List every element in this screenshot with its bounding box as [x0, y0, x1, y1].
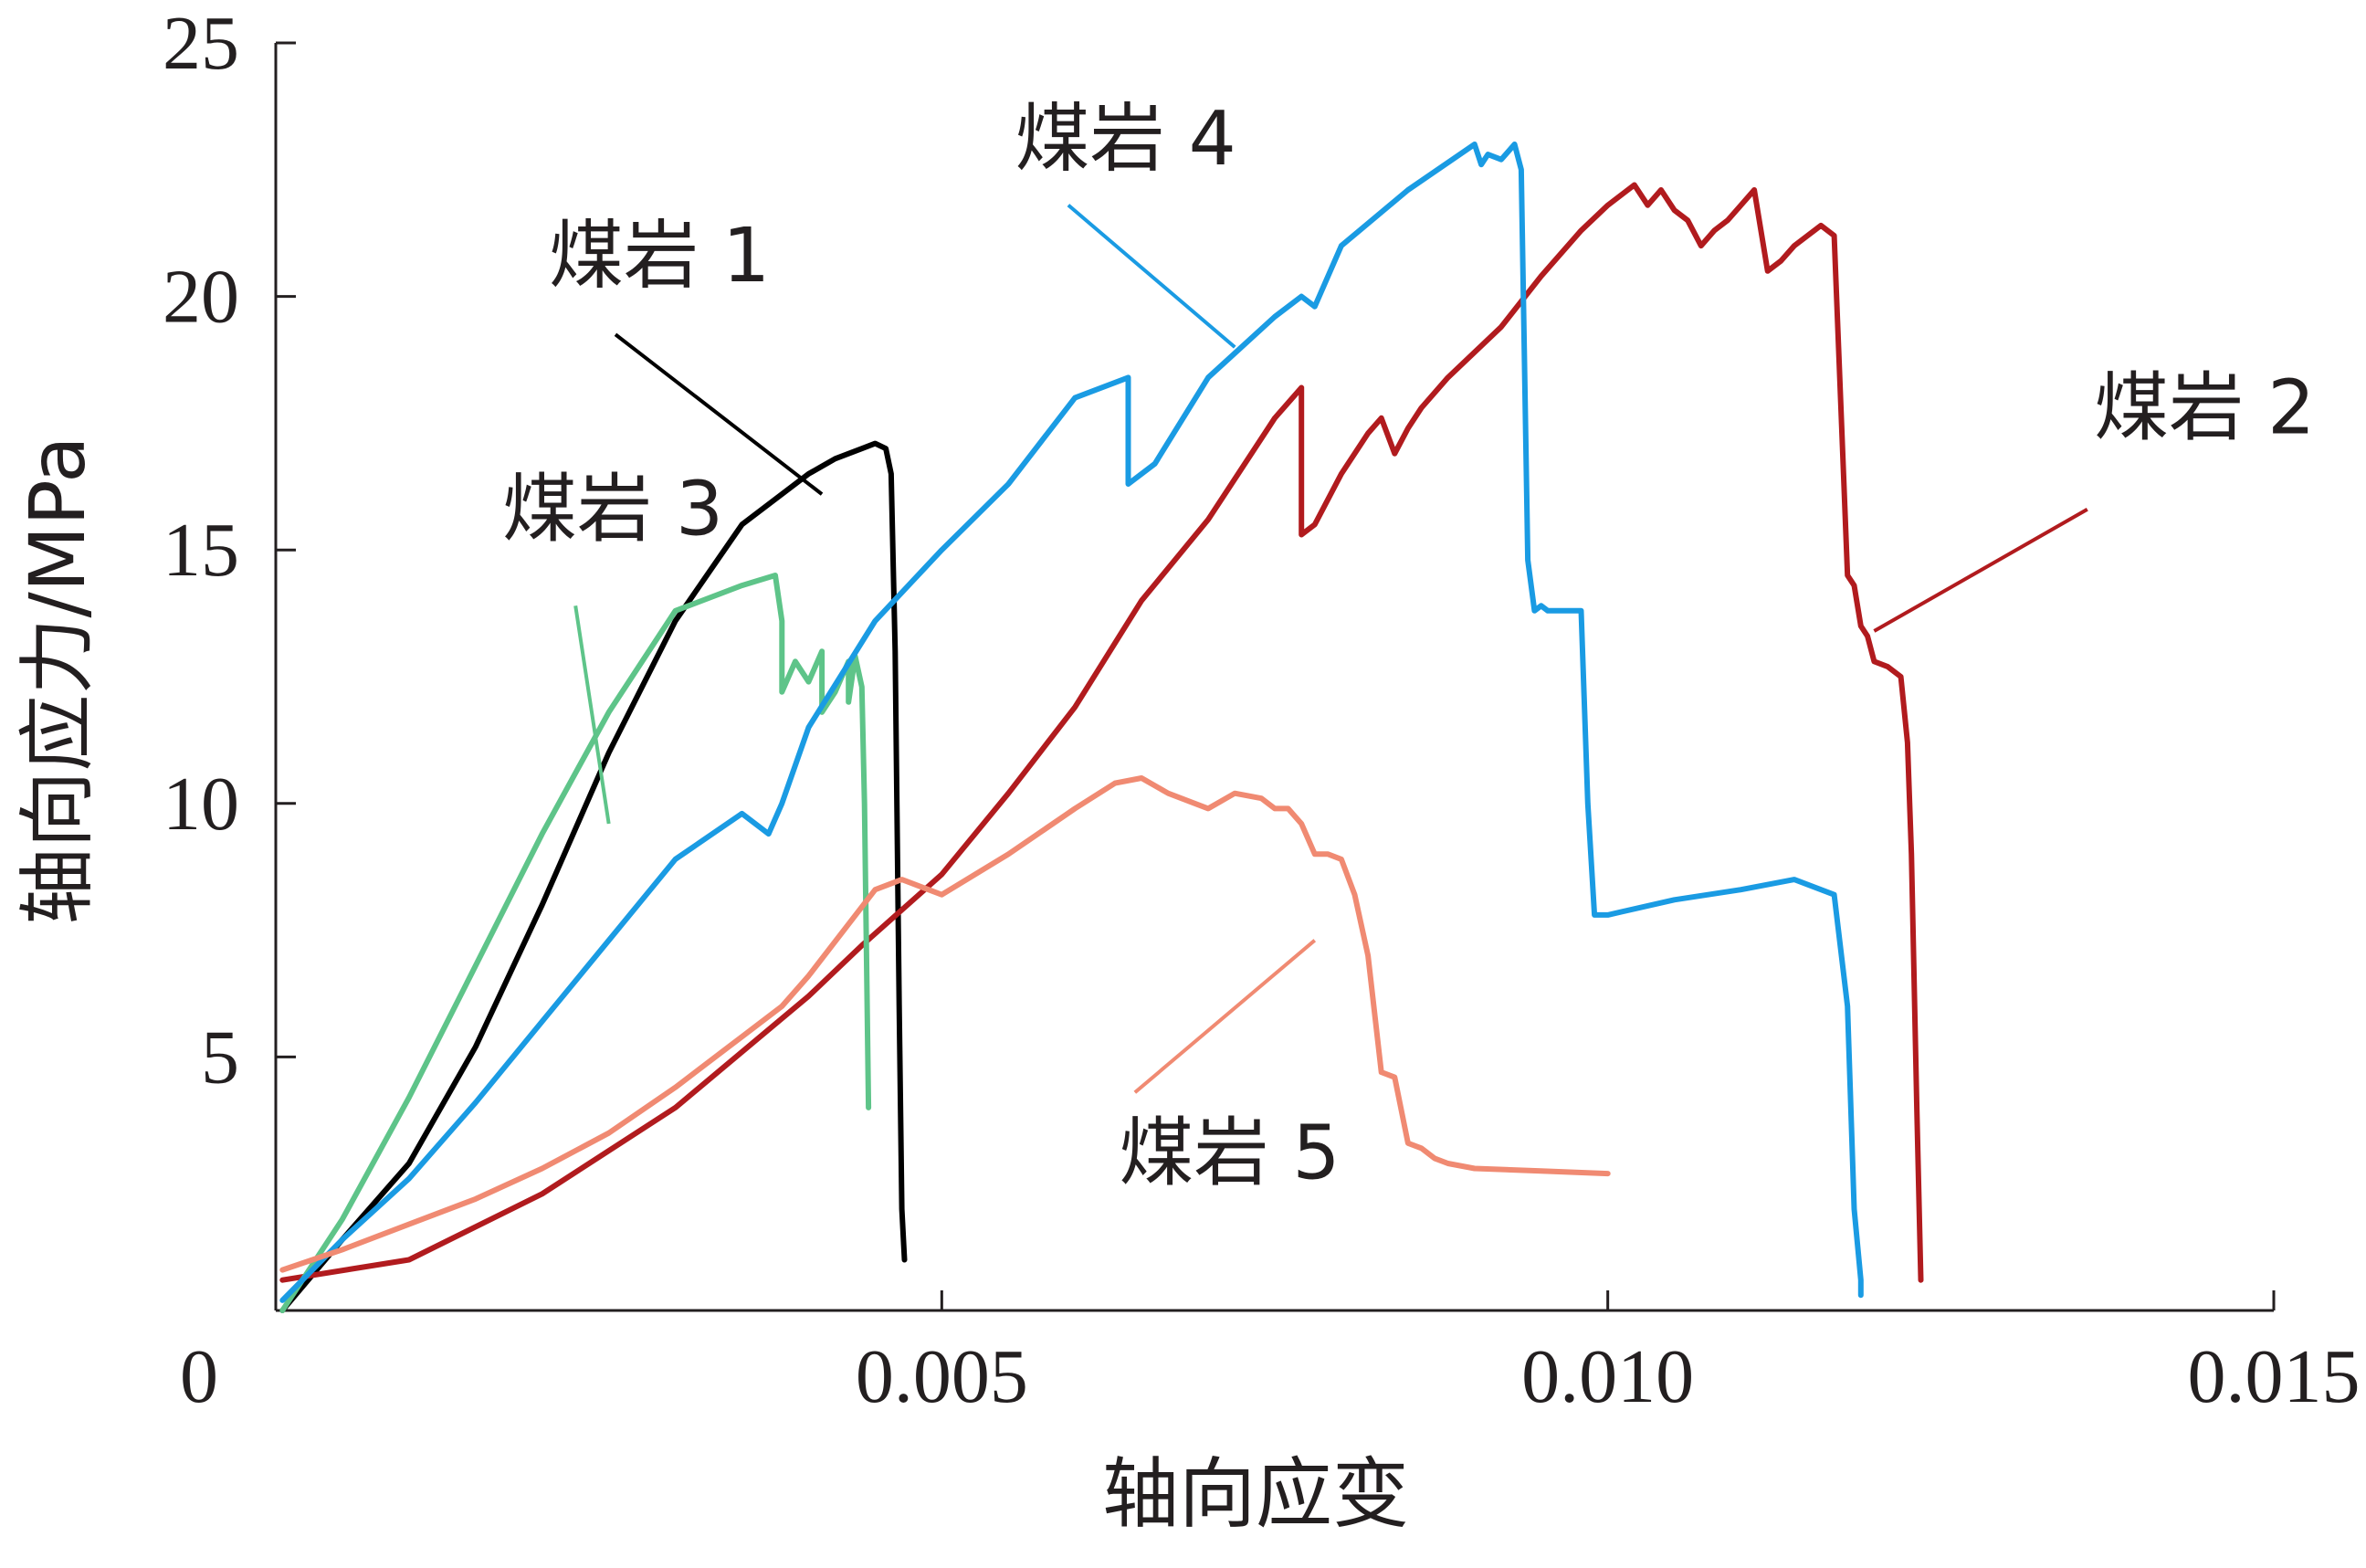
series-labels: 煤岩 1 煤岩 2 煤岩 3 煤岩 4 煤岩 5 — [502, 96, 2315, 1196]
x-tick-label: 0 — [180, 1334, 218, 1419]
series-label-1: 煤岩 1 — [549, 213, 770, 300]
series-label-leader — [573, 605, 611, 825]
y-tick-label: 15 — [163, 508, 239, 593]
x-tick-label: 0.015 — [2188, 1334, 2361, 1419]
x-axis-title: 轴向应变 — [1102, 1449, 1409, 1539]
y-axis-title: 轴向应力/MPa — [13, 436, 102, 924]
series-label-leader — [1067, 204, 1236, 349]
series-label-leader — [614, 332, 824, 496]
x-ticks: 0 0.005 0.010 0.015 — [180, 1290, 2361, 1419]
series-label-4: 煤岩 4 — [1015, 96, 1236, 183]
series-line-5 — [279, 775, 1611, 1273]
y-tick-label: 25 — [163, 1, 239, 86]
y-tick-label: 10 — [163, 762, 239, 847]
x-tick-label: 0.010 — [1521, 1334, 1694, 1419]
series-line-4 — [279, 142, 1864, 1303]
series-label-5: 煤岩 5 — [1119, 1110, 1340, 1197]
series-label-leader — [1873, 508, 2088, 633]
axes — [274, 43, 2274, 1312]
y-ticks: 5 10 15 20 25 — [163, 1, 296, 1100]
series-line-2 — [279, 182, 1924, 1283]
series-line-1 — [279, 440, 908, 1313]
y-tick-label: 20 — [163, 255, 239, 340]
x-tick-label: 0.005 — [856, 1334, 1028, 1419]
y-tick-label: 5 — [201, 1015, 239, 1100]
series-group — [279, 142, 1924, 1313]
series-label-leader — [1133, 939, 1317, 1094]
series-line-3 — [279, 573, 872, 1313]
series-label-2: 煤岩 2 — [2094, 365, 2315, 452]
series-label-3: 煤岩 3 — [502, 467, 723, 553]
